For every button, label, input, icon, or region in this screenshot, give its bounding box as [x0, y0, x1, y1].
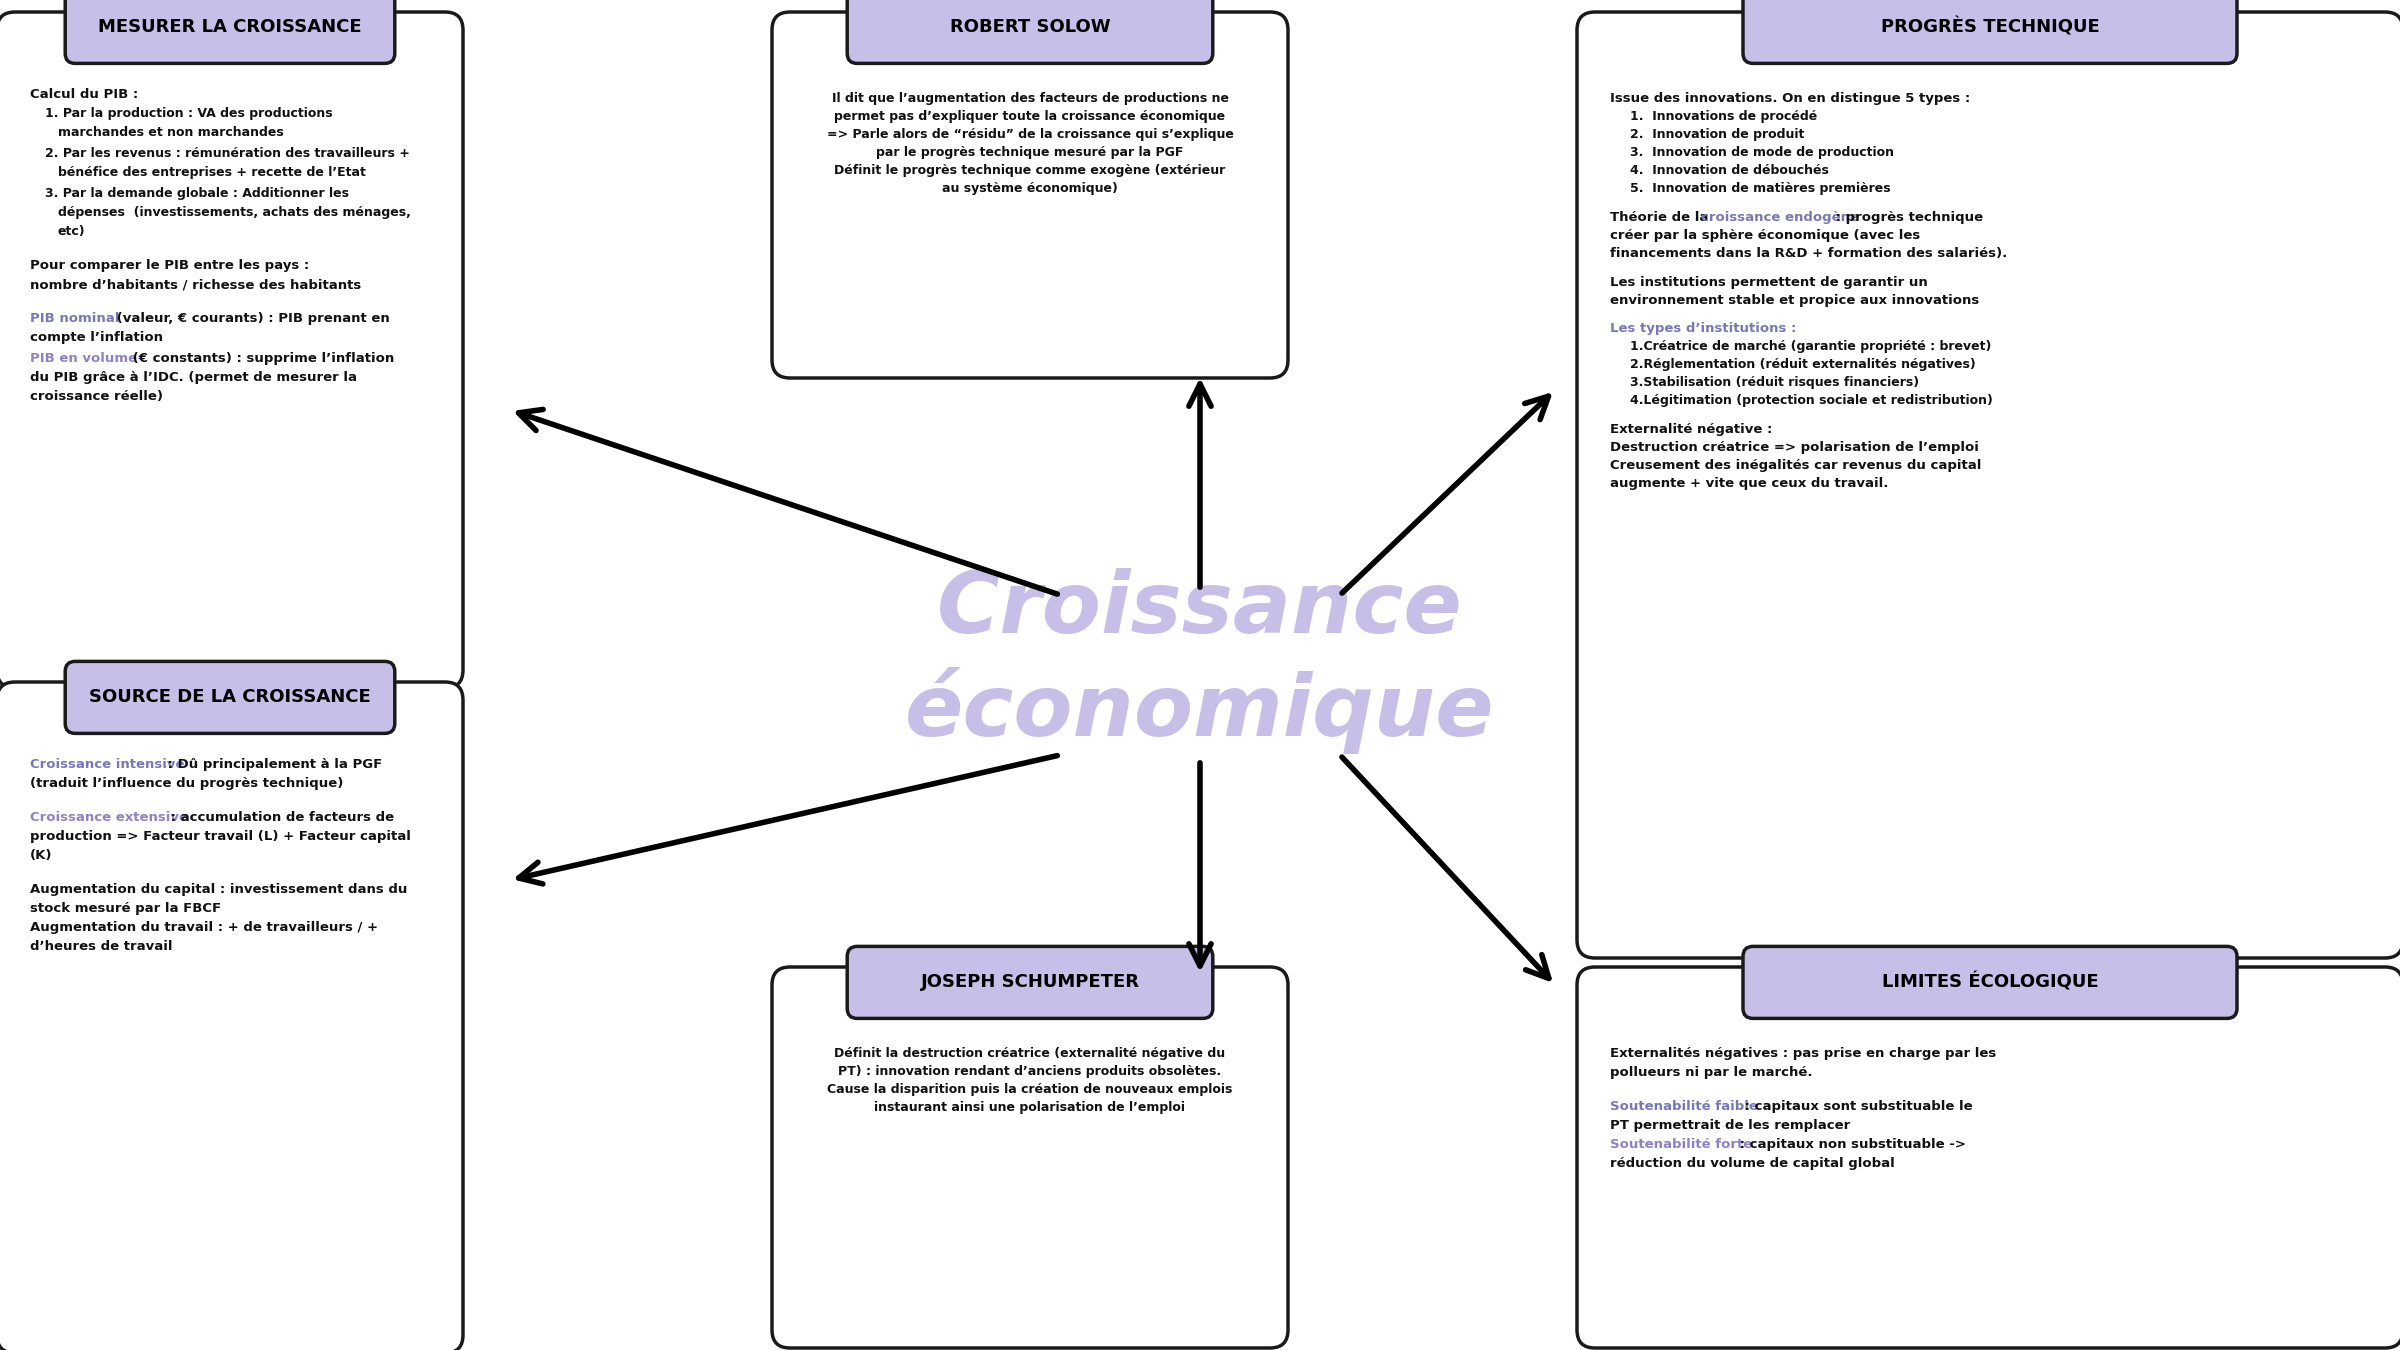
Text: PIB en volume: PIB en volume: [29, 352, 137, 365]
Text: 4.Légitimation (protection sociale et redistribution): 4.Légitimation (protection sociale et re…: [1630, 394, 1992, 408]
Text: Creusement des inégalités car revenus du capital: Creusement des inégalités car revenus du…: [1610, 459, 1982, 472]
Text: LIMITES ÉCOLOGIQUE: LIMITES ÉCOLOGIQUE: [1882, 973, 2098, 992]
Text: Croissance extensive: Croissance extensive: [29, 811, 187, 825]
Text: 2. Par les revenus : rémunération des travailleurs +: 2. Par les revenus : rémunération des tr…: [46, 147, 410, 159]
Text: : Dû principalement à la PGF: : Dû principalement à la PGF: [163, 757, 382, 771]
Text: dépenses  (investissements, achats des ménages,: dépenses (investissements, achats des mé…: [58, 205, 410, 219]
Text: au système économique): au système économique): [943, 182, 1118, 194]
Text: marchandes et non marchandes: marchandes et non marchandes: [58, 126, 283, 139]
Text: Destruction créatrice => polarisation de l’emploi: Destruction créatrice => polarisation de…: [1610, 441, 1980, 454]
FancyBboxPatch shape: [1742, 946, 2237, 1018]
Text: 3.Stabilisation (réduit risques financiers): 3.Stabilisation (réduit risques financie…: [1630, 377, 1920, 389]
FancyBboxPatch shape: [773, 967, 1289, 1349]
Text: 4.  Innovation de débouchés: 4. Innovation de débouchés: [1630, 163, 1829, 177]
Text: JOSEPH SCHUMPETER: JOSEPH SCHUMPETER: [922, 973, 1140, 991]
Text: Définit le progrès technique comme exogène (extérieur: Définit le progrès technique comme exogè…: [835, 163, 1226, 177]
Text: Soutenabilité faible: Soutenabilité faible: [1610, 1100, 1757, 1114]
Text: économique: économique: [905, 667, 1495, 753]
FancyBboxPatch shape: [847, 0, 1212, 63]
Text: 2.Réglementation (réduit externalités négatives): 2.Réglementation (réduit externalités né…: [1630, 358, 1975, 371]
FancyBboxPatch shape: [65, 662, 394, 733]
Text: compte l’inflation: compte l’inflation: [29, 331, 163, 344]
FancyBboxPatch shape: [0, 682, 463, 1350]
Text: SOURCE DE LA CROISSANCE: SOURCE DE LA CROISSANCE: [89, 688, 372, 706]
Text: Augmentation du capital : investissement dans du: Augmentation du capital : investissement…: [29, 883, 408, 896]
Text: Externalité négative :: Externalité négative :: [1610, 423, 1771, 436]
Text: PT) : innovation rendant d’anciens produits obsolètes.: PT) : innovation rendant d’anciens produ…: [838, 1065, 1222, 1079]
Text: (K): (K): [29, 849, 53, 863]
Text: 1.  Innovations de procédé: 1. Innovations de procédé: [1630, 109, 1817, 123]
Text: PIB nominal: PIB nominal: [29, 312, 120, 325]
FancyBboxPatch shape: [847, 946, 1212, 1018]
Text: augmente + vite que ceux du travail.: augmente + vite que ceux du travail.: [1610, 477, 1889, 490]
Text: Cause la disparition puis la création de nouveaux emplois: Cause la disparition puis la création de…: [828, 1083, 1234, 1096]
FancyBboxPatch shape: [1577, 967, 2400, 1349]
FancyBboxPatch shape: [1577, 12, 2400, 958]
Text: Externalités négatives : pas prise en charge par les: Externalités négatives : pas prise en ch…: [1610, 1048, 1997, 1060]
FancyBboxPatch shape: [65, 0, 394, 63]
Text: Pour comparer le PIB entre les pays :: Pour comparer le PIB entre les pays :: [29, 259, 310, 271]
FancyBboxPatch shape: [773, 12, 1289, 378]
Text: croissance réelle): croissance réelle): [29, 390, 163, 404]
Text: Augmentation du travail : + de travailleurs / +: Augmentation du travail : + de travaille…: [29, 922, 379, 934]
Text: instaurant ainsi une polarisation de l’emploi: instaurant ainsi une polarisation de l’e…: [874, 1102, 1186, 1114]
Text: production => Facteur travail (L) + Facteur capital: production => Facteur travail (L) + Fact…: [29, 830, 410, 844]
Text: permet pas d’expliquer toute la croissance économique: permet pas d’expliquer toute la croissan…: [835, 109, 1226, 123]
Text: Croissance: Croissance: [936, 568, 1464, 652]
Text: 5.  Innovation de matières premières: 5. Innovation de matières premières: [1630, 182, 1891, 194]
Text: financements dans la R&D + formation des salariés).: financements dans la R&D + formation des…: [1610, 247, 2006, 259]
Text: 1.Créatrice de marché (garantie propriété : brevet): 1.Créatrice de marché (garantie propriét…: [1630, 340, 1992, 354]
Text: : capitaux sont substituable le: : capitaux sont substituable le: [1740, 1100, 1973, 1114]
Text: Croissance intensive: Croissance intensive: [29, 757, 185, 771]
Text: Définit la destruction créatrice (externalité négative du: Définit la destruction créatrice (extern…: [835, 1048, 1226, 1060]
Text: Il dit que l’augmentation des facteurs de productions ne: Il dit que l’augmentation des facteurs d…: [830, 92, 1229, 105]
Text: 2.  Innovation de produit: 2. Innovation de produit: [1630, 128, 1805, 140]
Text: Soutenabilité forte: Soutenabilité forte: [1610, 1138, 1752, 1152]
FancyBboxPatch shape: [1742, 0, 2237, 63]
Text: réduction du volume de capital global: réduction du volume de capital global: [1610, 1157, 1894, 1170]
Text: 3.  Innovation de mode de production: 3. Innovation de mode de production: [1630, 146, 1894, 159]
Text: MESURER LA CROISSANCE: MESURER LA CROISSANCE: [98, 19, 362, 36]
Text: Issue des innovations. On en distingue 5 types :: Issue des innovations. On en distingue 5…: [1610, 92, 1970, 105]
Text: PT permettrait de les remplacer: PT permettrait de les remplacer: [1610, 1119, 1850, 1133]
Text: => Parle alors de “résidu” de la croissance qui s’explique: => Parle alors de “résidu” de la croissa…: [826, 128, 1234, 140]
Text: environnement stable et propice aux innovations: environnement stable et propice aux inno…: [1610, 293, 1980, 306]
Text: (€ constants) : supprime l’inflation: (€ constants) : supprime l’inflation: [127, 352, 394, 365]
Text: : capitaux non substituable ->: : capitaux non substituable ->: [1735, 1138, 1966, 1152]
Text: 1. Par la production : VA des productions: 1. Par la production : VA des production…: [46, 107, 334, 120]
Text: (traduit l’influence du progrès technique): (traduit l’influence du progrès techniqu…: [29, 778, 343, 790]
Text: Les types d’institutions :: Les types d’institutions :: [1610, 323, 1795, 335]
Text: créer par la sphère économique (avec les: créer par la sphère économique (avec les: [1610, 228, 1920, 242]
Text: PROGRÈS TECHNIQUE: PROGRÈS TECHNIQUE: [1882, 18, 2100, 36]
Text: (valeur, € courants) : PIB prenant en: (valeur, € courants) : PIB prenant en: [113, 312, 389, 325]
Text: Calcul du PIB :: Calcul du PIB :: [29, 88, 139, 101]
FancyBboxPatch shape: [0, 12, 463, 688]
Text: d’heures de travail: d’heures de travail: [29, 941, 173, 953]
Text: Théorie de la: Théorie de la: [1610, 211, 1714, 224]
Text: bénéfice des entreprises + recette de l’Etat: bénéfice des entreprises + recette de l’…: [58, 166, 365, 180]
Text: par le progrès technique mesuré par la PGF: par le progrès technique mesuré par la P…: [876, 146, 1183, 159]
Text: etc): etc): [58, 225, 86, 238]
Text: nombre d’habitants / richesse des habitants: nombre d’habitants / richesse des habita…: [29, 278, 362, 292]
Text: Les institutions permettent de garantir un: Les institutions permettent de garantir …: [1610, 275, 1927, 289]
Text: stock mesuré par la FBCF: stock mesuré par la FBCF: [29, 902, 221, 915]
Text: croissance endogène: croissance endogène: [1702, 211, 1860, 224]
Text: : progrès technique: : progrès technique: [1831, 211, 1982, 224]
Text: ROBERT SOLOW: ROBERT SOLOW: [950, 19, 1111, 36]
Text: du PIB grâce à l’IDC. (permet de mesurer la: du PIB grâce à l’IDC. (permet de mesurer…: [29, 371, 358, 385]
Text: pollueurs ni par le marché.: pollueurs ni par le marché.: [1610, 1066, 1812, 1079]
Text: 3. Par la demande globale : Additionner les: 3. Par la demande globale : Additionner …: [46, 186, 348, 200]
Text: : accumulation de facteurs de: : accumulation de facteurs de: [166, 811, 394, 825]
